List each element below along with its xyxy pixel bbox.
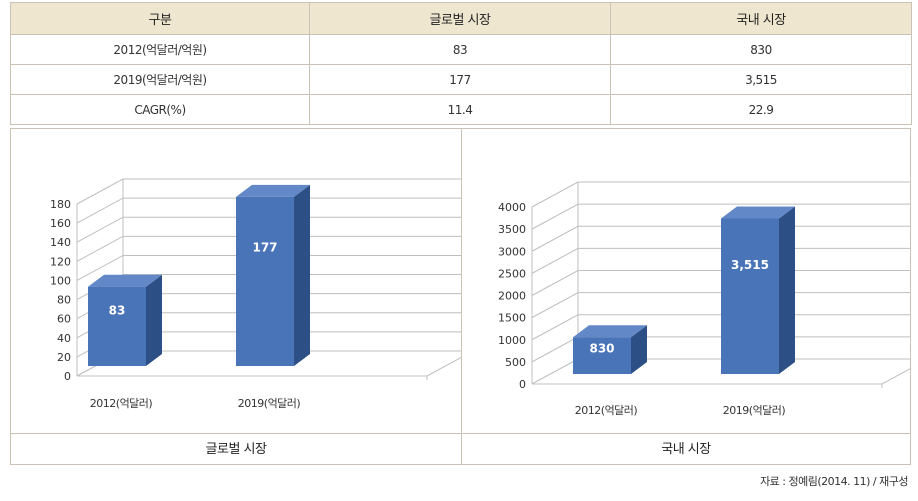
y-tick-label: 120 (50, 255, 71, 268)
table-row: CAGR(%) 11.4 22.9 (10, 94, 912, 125)
header-category: 구분 (10, 2, 310, 35)
global-market-caption: 글로벌 시장 (205, 442, 267, 457)
bar-side (146, 274, 162, 366)
bar (236, 196, 294, 366)
table-cell: 83 (309, 34, 611, 65)
y-tick-label: 1000 (498, 334, 526, 347)
y-tick-label: 500 (505, 356, 526, 369)
y-tick-label: 0 (64, 370, 71, 383)
table-cell: 177 (309, 64, 611, 95)
table-cell: 830 (610, 34, 912, 65)
table-cell: 11.4 (309, 94, 611, 125)
bar-value-label: 177 (252, 241, 277, 255)
x-category-label: 2012(억달러) (90, 397, 153, 410)
bar-side (779, 206, 795, 374)
table-cell: 3,515 (610, 64, 912, 95)
plot-area: 0 500 1000 1500 2000 2500 3000 3500 4000 830 2012(… (498, 181, 910, 417)
bar (573, 337, 631, 374)
y-tick-label: 180 (50, 198, 71, 211)
header-domestic-market: 국내 시장 (610, 2, 912, 35)
y-tick-label: 160 (50, 217, 71, 230)
table-cell: 2019(억달러/억원) (10, 64, 310, 95)
source-note: 자료 : 정예림(2014. 11) / 재구성 (760, 475, 908, 488)
bar-top (573, 325, 647, 338)
bar-side (631, 325, 647, 374)
x-category-label: 2012(억달러) (575, 404, 638, 417)
y-tick-label: 0 (519, 378, 526, 391)
header-global-market: 글로벌 시장 (309, 2, 611, 35)
y-tick-label: 2500 (498, 267, 526, 280)
table-header-row: 구분 글로벌 시장 국내 시장 (10, 2, 912, 35)
gridline (531, 181, 910, 208)
table-cell: CAGR(%) (10, 94, 310, 125)
plot-area: 0 20 40 60 80 100 120 140 160 180 83 2012(억달러) 177 20… (50, 178, 461, 410)
summary-table: 구분 글로벌 시장 국내 시장 2012(억달러/억원) 83 830 2019… (10, 2, 912, 125)
y-tick-label: 140 (50, 236, 71, 249)
y-tick-label: 40 (57, 332, 71, 345)
bar (88, 286, 146, 366)
domestic-market-caption: 국내 시장 (661, 442, 711, 457)
global-market-chart: 0 20 40 60 80 100 120 140 160 180 83 2012(억달러) 177 20… (50, 178, 461, 410)
bar-top (88, 274, 162, 287)
table-cell: 2012(억달러/억원) (10, 34, 310, 65)
table-row: 2019(억달러/억원) 177 3,515 (10, 64, 912, 95)
charts-panel: 0 20 40 60 80 100 120 140 160 180 83 2012(억달러) 177 20… (10, 128, 911, 465)
caption-divider (11, 433, 910, 434)
x-category-label: 2019(억달러) (723, 404, 786, 417)
panel-divider (461, 129, 462, 465)
y-tick-label: 3000 (498, 245, 526, 258)
bar-top (721, 206, 795, 219)
y-tick-label: 4000 (498, 201, 526, 214)
bar-value-label: 830 (589, 341, 614, 355)
x-category-label: 2019(억달러) (238, 397, 301, 410)
table-row: 2012(억달러/억원) 83 830 (10, 34, 912, 65)
bar-top (236, 184, 310, 197)
bar-value-label: 83 (109, 303, 126, 317)
bar-value-label: 3,515 (731, 258, 769, 272)
y-tick-label: 3500 (498, 223, 526, 236)
y-tick-label: 60 (57, 313, 71, 326)
y-tick-label: 20 (57, 351, 71, 364)
y-tick-label: 80 (57, 294, 71, 307)
domestic-market-chart: 0 500 1000 1500 2000 2500 3000 3500 4000 830 2012(… (498, 181, 910, 417)
bar (721, 218, 779, 374)
y-tick-label: 2000 (498, 290, 526, 303)
bar-side (294, 184, 310, 366)
y-tick-label: 1500 (498, 312, 526, 325)
table-cell: 22.9 (610, 94, 912, 125)
y-tick-label: 100 (50, 274, 71, 287)
